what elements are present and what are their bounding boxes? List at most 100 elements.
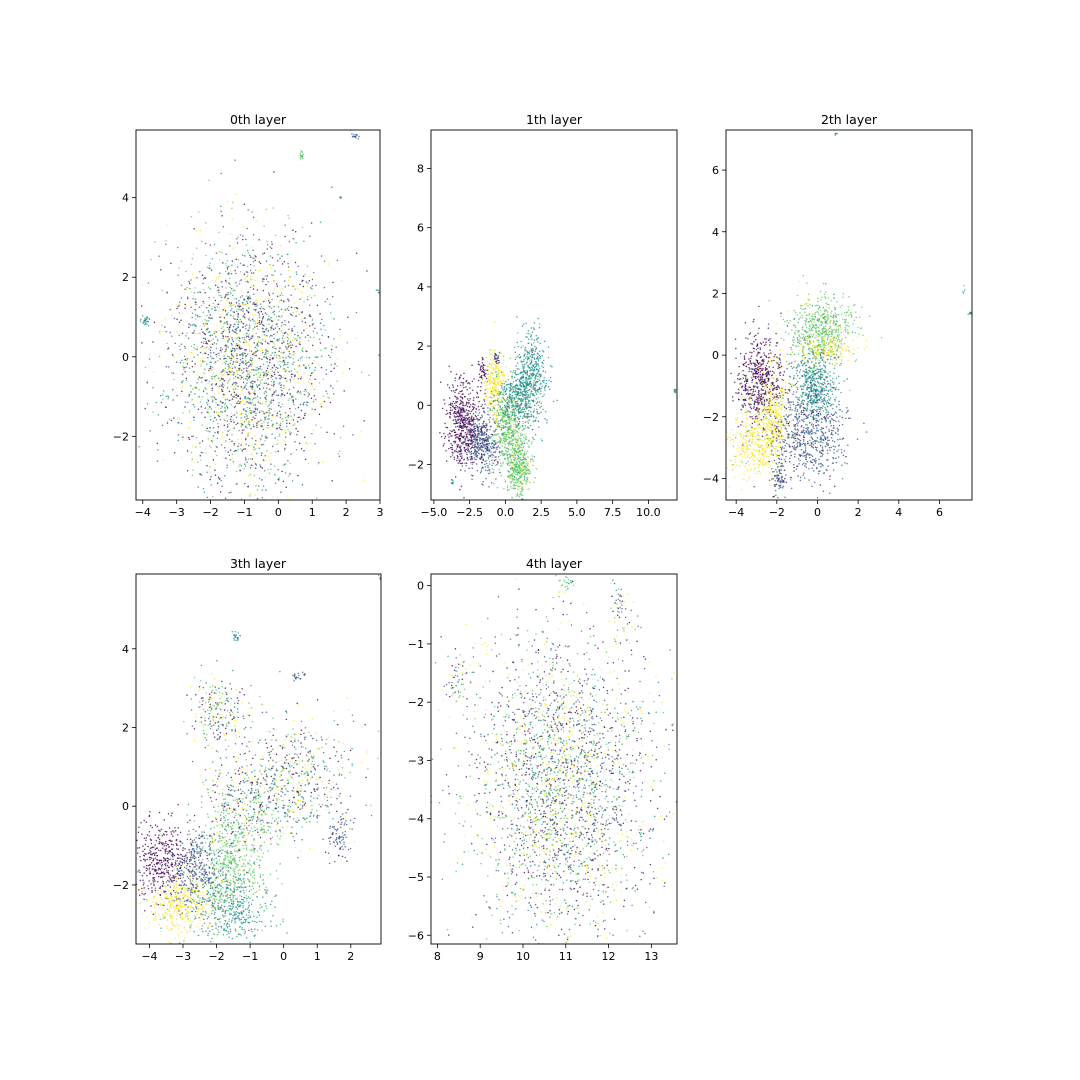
data-point [495, 447, 497, 449]
data-point [488, 396, 491, 399]
data-point [291, 339, 294, 342]
data-point [256, 386, 259, 388]
data-point [257, 270, 260, 273]
data-point [256, 299, 258, 301]
data-point [492, 387, 495, 389]
data-point [249, 387, 252, 389]
data-point [456, 422, 459, 424]
data-point [250, 359, 253, 362]
data-point [265, 335, 267, 337]
data-point [262, 328, 264, 330]
data-point [231, 337, 233, 339]
data-point [468, 402, 470, 404]
data-point [525, 452, 528, 454]
data-point [497, 441, 499, 443]
data-point [450, 402, 452, 404]
data-point [533, 358, 536, 360]
data-point [503, 442, 506, 444]
data-point [537, 355, 539, 358]
data-point [242, 381, 245, 384]
data-point [260, 425, 262, 427]
data-point [180, 319, 182, 321]
data-point [211, 357, 213, 359]
data-point [250, 386, 253, 388]
data-point [250, 428, 252, 430]
data-point [241, 389, 244, 392]
data-point [461, 398, 464, 400]
data-point [506, 422, 508, 425]
data-point [517, 460, 520, 463]
data-point [239, 344, 241, 347]
data-point [314, 408, 316, 411]
data-point [243, 203, 246, 206]
data-point [304, 388, 307, 391]
data-point [523, 359, 525, 361]
data-point [327, 263, 330, 265]
data-point [292, 312, 295, 314]
data-point [450, 370, 452, 373]
data-point [451, 430, 453, 433]
data-point [309, 325, 311, 327]
data-point [472, 408, 475, 410]
data-point [227, 297, 229, 300]
data-point [230, 287, 233, 290]
data-point [514, 447, 516, 450]
data-point [295, 449, 298, 451]
data-point [287, 475, 290, 477]
data-point [279, 414, 282, 416]
data-point [439, 431, 441, 434]
data-point [486, 365, 489, 368]
data-point [278, 433, 281, 435]
data-point [478, 448, 481, 450]
data-point [228, 330, 231, 332]
data-point [488, 450, 490, 453]
data-point [355, 133, 357, 136]
data-point [159, 394, 162, 397]
data-point [148, 318, 151, 320]
data-point [510, 482, 512, 484]
data-point [463, 386, 465, 389]
data-point [471, 405, 474, 408]
data-point [522, 420, 524, 423]
data-point [269, 389, 271, 391]
data-point [328, 397, 330, 399]
data-point [452, 386, 455, 388]
data-point [208, 405, 211, 408]
data-point [351, 136, 354, 138]
data-point [240, 498, 243, 500]
data-point [333, 367, 335, 370]
data-point [322, 378, 325, 380]
data-point [281, 361, 284, 363]
data-point [235, 449, 238, 452]
data-point [283, 361, 286, 364]
data-point [231, 367, 234, 370]
data-point [453, 458, 456, 461]
data-point [229, 348, 231, 350]
data-point [358, 135, 360, 138]
data-point [288, 431, 291, 433]
data-point [501, 401, 503, 403]
data-point [468, 406, 471, 408]
data-point [287, 266, 290, 268]
data-point [230, 367, 232, 369]
data-point [488, 444, 490, 447]
data-point [509, 468, 512, 471]
data-point [492, 430, 494, 432]
data-point [267, 329, 270, 332]
data-point [487, 434, 490, 437]
data-point [516, 484, 518, 487]
data-point [209, 427, 211, 429]
data-point [162, 459, 165, 461]
data-point [162, 398, 164, 400]
data-point [221, 215, 223, 217]
data-point [524, 370, 526, 372]
data-point [547, 356, 550, 359]
data-point [221, 385, 223, 388]
data-point [214, 416, 216, 419]
data-point [278, 402, 280, 404]
data-point [495, 425, 498, 428]
data-point [244, 438, 247, 441]
data-point [158, 330, 161, 333]
data-point [466, 422, 468, 424]
data-point [515, 438, 518, 441]
